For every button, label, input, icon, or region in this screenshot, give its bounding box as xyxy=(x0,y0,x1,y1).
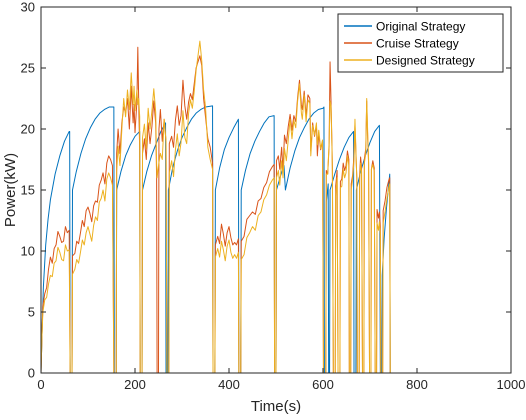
legend: Original Strategy Cruise Strategy Designed… xyxy=(337,13,504,73)
x-axis-label: Time(s) xyxy=(251,398,301,415)
y-tick-label: 30 xyxy=(21,0,35,15)
y-tick-label: 10 xyxy=(21,244,35,259)
x-tick-label: 400 xyxy=(218,377,240,392)
series-line-3 xyxy=(41,40,511,373)
y-tick-label: 20 xyxy=(21,122,35,137)
y-tick-label: 0 xyxy=(28,366,35,381)
legend-label-1: Original Strategy xyxy=(376,20,465,34)
y-tick-label: 5 xyxy=(28,305,35,320)
y-tick-label: 15 xyxy=(21,183,35,198)
series-line-1 xyxy=(41,105,511,373)
x-tick-label: 0 xyxy=(37,377,44,392)
x-tick-label: 1000 xyxy=(497,377,526,392)
x-tick-label: 800 xyxy=(406,377,428,392)
legend-label-3: Designed Strategy xyxy=(376,54,475,68)
legend-label-2: Cruise Strategy xyxy=(376,37,459,51)
x-axis: 0 200 400 600 800 1000 xyxy=(37,7,525,392)
series-layer xyxy=(41,40,511,373)
y-axis-label: Power(kW) xyxy=(2,153,19,227)
x-tick-label: 600 xyxy=(312,377,334,392)
y-axis: 0 5 10 15 20 25 30 xyxy=(21,0,511,381)
x-tick-label: 200 xyxy=(124,377,146,392)
y-tick-label: 25 xyxy=(21,61,35,76)
